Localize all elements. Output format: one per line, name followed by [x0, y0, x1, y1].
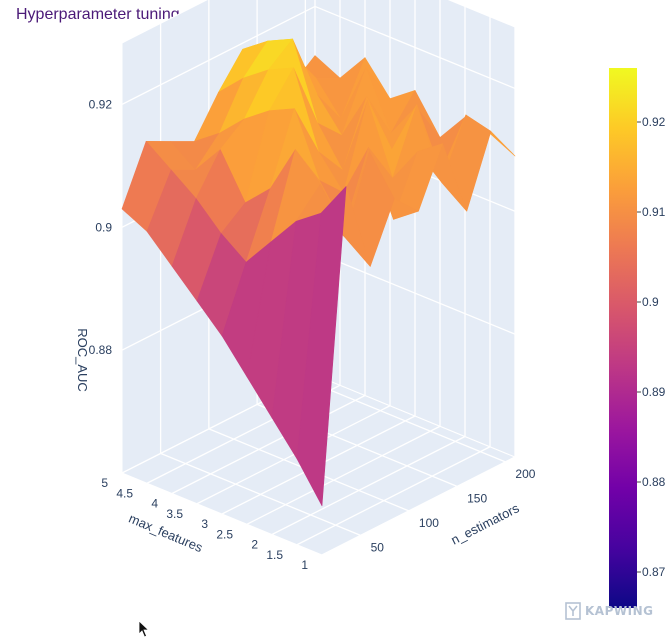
kapwing-watermark: KAPWING: [565, 602, 653, 620]
x-tick-label: 100: [419, 516, 439, 530]
axis-ticks: 0.88 0.9 0.92 50 100 150 200 1 1.5 2 2.5 3 3.5 4 4.5 5: [89, 97, 536, 572]
colorbar-gradient[interactable]: [609, 68, 637, 608]
mouse-pointer-icon: [138, 620, 150, 638]
y-tick-label: 3.5: [166, 507, 183, 521]
watermark-text: KAPWING: [585, 604, 654, 618]
y-tick-label: 2: [251, 538, 258, 552]
colorbar-tick-label: 0.91: [642, 205, 666, 219]
colorbar-tick-label: 0.92: [642, 115, 666, 129]
y-tick-label: 3: [201, 517, 208, 531]
surface-facet[interactable]: [296, 186, 347, 507]
surface-mesh[interactable]: [121, 38, 516, 507]
x-axis-title: n_estimators: [448, 500, 522, 547]
gridline-y: [246, 425, 441, 525]
page-title: Hyperparameter tuning: [16, 6, 180, 23]
colorbar-tick-label: 0.88: [642, 475, 666, 489]
z-tick-label: 0.88: [89, 343, 113, 357]
z-axis-title: ROC_AUC: [75, 328, 90, 392]
colorbar[interactable]: 0.87 0.88 0.89 0.9 0.91 0.92: [609, 68, 666, 608]
x-tick-label: 50: [371, 540, 385, 554]
gridline-y: [321, 456, 516, 556]
z-tick-label: 0.92: [89, 97, 113, 111]
y-tick-label: 2.5: [216, 527, 233, 541]
gridline-y: [196, 405, 391, 505]
z-tick-label: 0.9: [95, 220, 112, 234]
y-tick-label: 5: [101, 476, 108, 490]
gridline-z: [121, 5, 316, 106]
x-tick-label: 200: [515, 467, 535, 481]
y-tick-label: 1: [301, 558, 308, 572]
gridline-y: [171, 394, 366, 495]
y-tick-label: 1.5: [266, 548, 283, 562]
y-tick-label: 4.5: [116, 486, 133, 500]
gridline-y: [296, 446, 491, 546]
colorbar-tick-label: 0.89: [642, 385, 666, 399]
gridline-y: [271, 435, 466, 536]
x-tick-label: 150: [467, 491, 487, 505]
kapwing-logo-icon: [565, 602, 581, 620]
y-tick-label: 4: [151, 497, 158, 511]
colorbar-tick-label: 0.9: [642, 295, 659, 309]
colorbar-tick-label: 0.87: [642, 565, 666, 579]
